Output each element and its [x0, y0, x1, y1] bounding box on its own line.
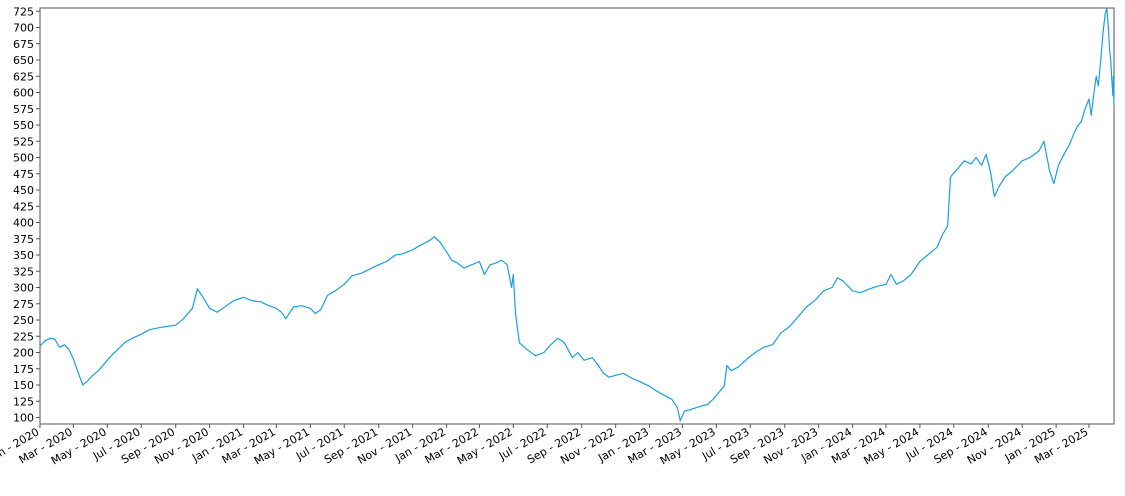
y-tick-label: 450 — [13, 184, 34, 197]
y-tick-label: 350 — [13, 249, 34, 262]
y-tick-label: 300 — [13, 282, 34, 295]
y-tick-label: 425 — [13, 200, 34, 213]
y-tick-label: 500 — [13, 152, 34, 165]
y-tick-label: 175 — [13, 363, 34, 376]
y-tick-label: 675 — [13, 38, 34, 51]
y-tick-label: 275 — [13, 298, 34, 311]
y-tick-label: 150 — [13, 379, 34, 392]
plot-area — [39, 7, 1115, 425]
y-axis: 100 125 150 175 200 225 250 275 300 325 350 375 400 4… — [13, 5, 40, 425]
y-tick-label: 400 — [13, 217, 34, 230]
y-tick-label: 325 — [13, 265, 34, 278]
y-tick-label: 375 — [13, 233, 34, 246]
y-tick-label: 225 — [13, 330, 34, 343]
plot-frame — [39, 7, 1115, 425]
y-tick-label: 550 — [13, 119, 34, 132]
series-line — [39, 7, 1115, 422]
y-tick-label: 475 — [13, 168, 34, 181]
y-tick-label: 250 — [13, 314, 34, 327]
y-tick-label: 725 — [13, 5, 34, 18]
y-tick-label: 200 — [13, 347, 34, 360]
y-tick-label: 575 — [13, 103, 34, 116]
y-tick-label: 600 — [13, 87, 34, 100]
y-tick-label: 625 — [13, 70, 34, 83]
y-tick-label: 100 — [13, 412, 34, 425]
y-tick-label: 650 — [13, 54, 34, 67]
y-tick-label: 125 — [13, 395, 34, 408]
y-tick-label: 525 — [13, 135, 34, 148]
y-tick-label: 700 — [13, 22, 34, 35]
